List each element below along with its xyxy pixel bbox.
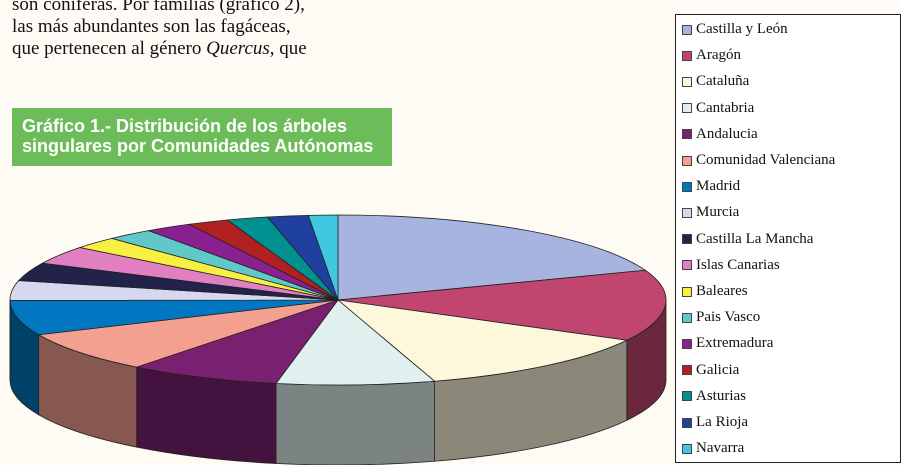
text-italic: Quercus	[206, 38, 270, 59]
legend-swatch	[682, 312, 692, 323]
legend-label: La Rioja	[696, 414, 749, 430]
legend-label: Pais Vasco	[696, 309, 761, 326]
legend-label: Islas Canarias	[696, 256, 780, 273]
legend-item: Aragón	[682, 46, 741, 65]
legend-item: Extremadura	[682, 334, 773, 353]
pie-chart	[9, 214, 667, 465]
legend-label: Madrid	[696, 178, 741, 195]
legend-item: Comunidad Valenciana	[682, 151, 835, 170]
slice	[9, 299, 339, 336]
slice	[336, 299, 629, 382]
legend-item: Galicia	[682, 361, 739, 380]
legend-item: Murcia	[682, 203, 739, 222]
body-text: que pertenecen al género Quercus, que	[12, 38, 307, 60]
legend-swatch	[682, 286, 692, 297]
legend-label: Galicia	[696, 361, 740, 378]
legend-label: Cataluña	[696, 73, 750, 90]
legend-label: Navarra	[696, 440, 745, 457]
text-span: , que	[269, 38, 307, 59]
legend-item: Islas Canarias	[682, 256, 780, 275]
legend-item: Navarra	[682, 439, 744, 458]
legend-swatch	[682, 260, 692, 271]
legend-label: Murcia	[696, 204, 740, 221]
legend-item: La Rioja	[682, 413, 748, 432]
slice	[37, 299, 339, 368]
legend-label: Castilla y León	[696, 21, 788, 37]
legend-swatch	[682, 103, 692, 114]
legend-swatch	[682, 338, 692, 349]
legend-item: Andalucia	[682, 125, 758, 144]
slice	[337, 269, 667, 341]
legend-swatch	[682, 391, 692, 402]
chart-title: Gráfico 1.- Distribución de los árboles …	[12, 108, 392, 166]
legend-swatch	[682, 155, 692, 166]
legend-item: Cantabria	[682, 99, 754, 118]
body-text: las más abundantes son las fagáceas,	[12, 16, 291, 37]
legend-label: Comunidad Valenciana	[696, 152, 836, 168]
slice	[275, 299, 436, 386]
legend-swatch	[682, 417, 692, 428]
slice	[307, 214, 339, 301]
legend-label: Aragón	[696, 47, 741, 64]
legend-label: Asturias	[696, 387, 746, 404]
legend-label: Extremadura	[696, 335, 774, 352]
legend-swatch	[682, 24, 692, 35]
legend-item: Pais Vasco	[682, 308, 760, 327]
legend-item: Cataluña	[682, 72, 749, 91]
legend-swatch	[682, 129, 692, 140]
legend-swatch	[682, 443, 692, 454]
legend-label: Cantabria	[696, 99, 755, 116]
legend-label: Baleares	[696, 283, 748, 299]
legend-label: Castilla La Mancha	[696, 230, 814, 247]
body-text: son coníferas. Por familias (gráfico 2),	[12, 0, 305, 15]
legend: Castilla y León Aragón Cataluña Cantabria An…	[675, 14, 901, 463]
legend-item: Castilla La Mancha	[682, 230, 813, 249]
legend-swatch	[682, 365, 692, 376]
legend-item: Asturias	[682, 387, 746, 406]
slice	[337, 214, 647, 301]
legend-label: Andalucia	[696, 125, 758, 142]
legend-swatch	[682, 50, 692, 61]
legend-swatch	[682, 207, 692, 218]
legend-item: Castilla y León	[682, 20, 788, 39]
legend-swatch	[682, 234, 692, 245]
slice-side	[275, 380, 435, 465]
text-span: que pertenecen al género	[12, 38, 207, 59]
legend-swatch	[682, 181, 692, 192]
legend-item: Madrid	[682, 177, 740, 196]
legend-item: Baleares	[682, 282, 748, 301]
slice	[135, 299, 340, 384]
legend-swatch	[682, 76, 692, 87]
